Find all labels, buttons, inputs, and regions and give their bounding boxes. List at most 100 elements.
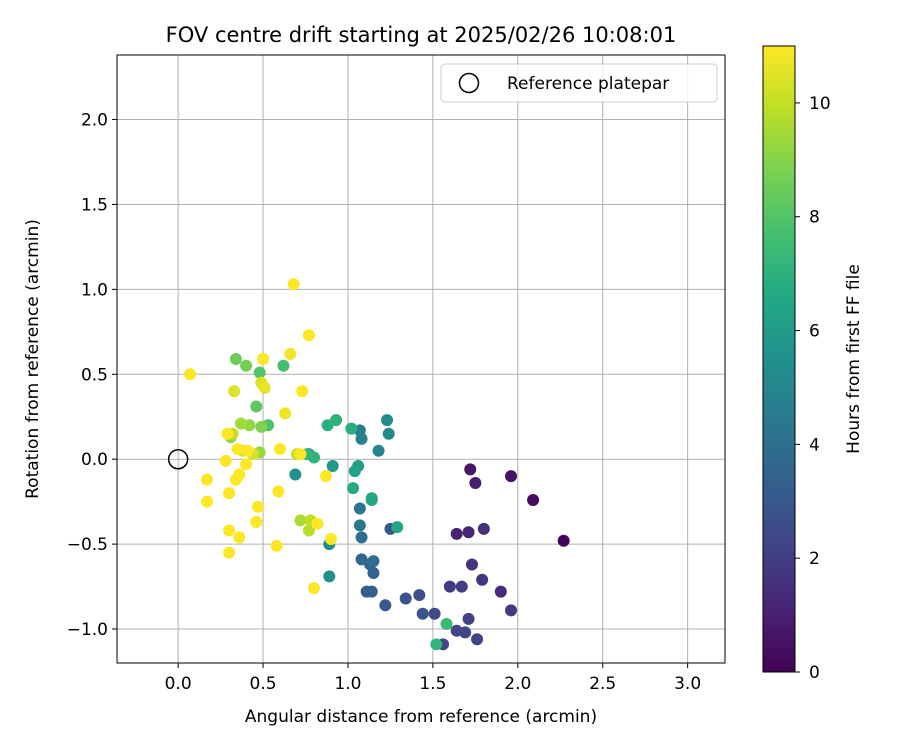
scatter-point — [277, 359, 290, 372]
x-axis-ticks: 0.0 0.5 1.0 1.5 2.0 2.5 3.0 — [165, 663, 701, 694]
scatter-point — [201, 473, 214, 486]
scatter-point — [413, 589, 426, 602]
legend: Reference platepar — [440, 63, 718, 103]
chart-title: FOV centre drift starting at 2025/02/26 … — [166, 23, 677, 47]
scatter-point — [233, 468, 246, 481]
colorbar-label: Hours from first FF file — [844, 264, 864, 454]
colorbar-tick-label: 8 — [809, 208, 820, 228]
scatter-point — [465, 558, 478, 571]
scatter-point — [355, 553, 368, 566]
scatter-point — [250, 516, 263, 529]
y-axis-label: Rotation from reference (arcmin) — [23, 219, 43, 499]
scatter-point — [527, 493, 540, 506]
scatter-point — [308, 582, 321, 595]
scatter-point — [355, 531, 368, 544]
scatter-point — [326, 459, 339, 472]
x-tick-label: 1.5 — [419, 674, 446, 694]
scatter-point — [450, 527, 463, 540]
scatter-point — [391, 521, 404, 534]
colorbar-tick-label: 10 — [809, 94, 831, 114]
scatter-point — [399, 592, 412, 605]
scatter-point — [184, 368, 197, 381]
scatter-point — [294, 448, 307, 461]
scatter-point — [302, 524, 315, 537]
scatter-point — [270, 539, 283, 552]
scatter-point — [223, 487, 236, 500]
scatter-point — [464, 463, 477, 476]
scatter-point — [365, 585, 378, 598]
scatter-point — [234, 417, 247, 430]
scatter-point — [353, 502, 366, 515]
scatter-point — [279, 407, 292, 420]
scatter-point — [272, 485, 285, 498]
scatter-point — [505, 604, 518, 617]
x-tick-label: 2.5 — [589, 674, 616, 694]
colorbar: 0 2 4 6 8 10 Hours from first FF file — [762, 45, 864, 683]
scatter-point — [469, 476, 482, 489]
scatter-point — [253, 366, 266, 379]
legend-entry-label: Reference platepar — [507, 74, 669, 94]
y-tick-label: 1.5 — [81, 195, 108, 215]
scatter-point — [221, 427, 234, 440]
scatter-point — [228, 385, 241, 398]
y-tick-label: −1.0 — [67, 620, 108, 640]
colorbar-tick-label: 2 — [809, 549, 820, 569]
scatter-point — [240, 359, 253, 372]
y-tick-label: 0.5 — [81, 365, 108, 385]
scatter-point — [274, 443, 287, 456]
scatter-point — [223, 524, 236, 537]
scatter-point — [219, 454, 232, 467]
scatter-point — [476, 573, 489, 586]
scatter-point — [494, 585, 507, 598]
scatter-point — [311, 517, 324, 530]
scatter-point — [302, 329, 315, 342]
scatter-point — [477, 522, 490, 535]
scatter-point — [240, 458, 253, 471]
scatter-point — [201, 495, 214, 508]
scatter-point — [381, 414, 394, 427]
x-tick-label: 2.0 — [504, 674, 531, 694]
colorbar-ticks: 0 2 4 6 8 10 — [795, 94, 831, 683]
x-tick-label: 0.0 — [165, 674, 192, 694]
y-tick-label: 1.0 — [81, 280, 108, 300]
x-tick-label: 3.0 — [674, 674, 701, 694]
scatter-point — [284, 347, 297, 360]
scatter-point — [294, 514, 307, 527]
grid — [117, 55, 725, 663]
scatter-point — [455, 580, 468, 593]
x-tick-label: 1.0 — [334, 674, 361, 694]
scatter-point — [430, 638, 443, 651]
scatter-point — [450, 624, 463, 637]
scatter-point — [229, 353, 242, 365]
scatter-point — [233, 531, 246, 544]
plot-frame — [116, 54, 726, 664]
scatter-point — [319, 470, 332, 483]
y-tick-label: 2.0 — [81, 111, 108, 131]
scatter-point — [367, 555, 380, 568]
scatter-point — [258, 381, 271, 394]
scatter-point — [443, 580, 456, 593]
scatter-point — [323, 570, 336, 583]
scatter-point — [382, 427, 395, 440]
scatter-point — [250, 400, 263, 413]
scatter-point — [223, 546, 236, 559]
scatter-point — [355, 432, 368, 445]
scatter-point — [365, 492, 378, 505]
scatter-point — [428, 607, 441, 620]
scatter-point — [353, 519, 366, 532]
scatter-point — [348, 465, 361, 478]
legend-box — [440, 63, 718, 103]
data-points — [184, 278, 570, 651]
colorbar-tick-label: 6 — [809, 322, 820, 342]
x-tick-label: 0.5 — [250, 674, 277, 694]
scatter-point — [416, 607, 429, 620]
scatter-point — [324, 533, 337, 546]
y-tick-label: 0.0 — [81, 450, 108, 470]
scatter-point — [289, 468, 302, 481]
scatter-point — [345, 422, 358, 435]
scatter-point — [372, 444, 385, 457]
scatter-point — [287, 278, 300, 291]
colorbar-gradient — [762, 45, 796, 673]
